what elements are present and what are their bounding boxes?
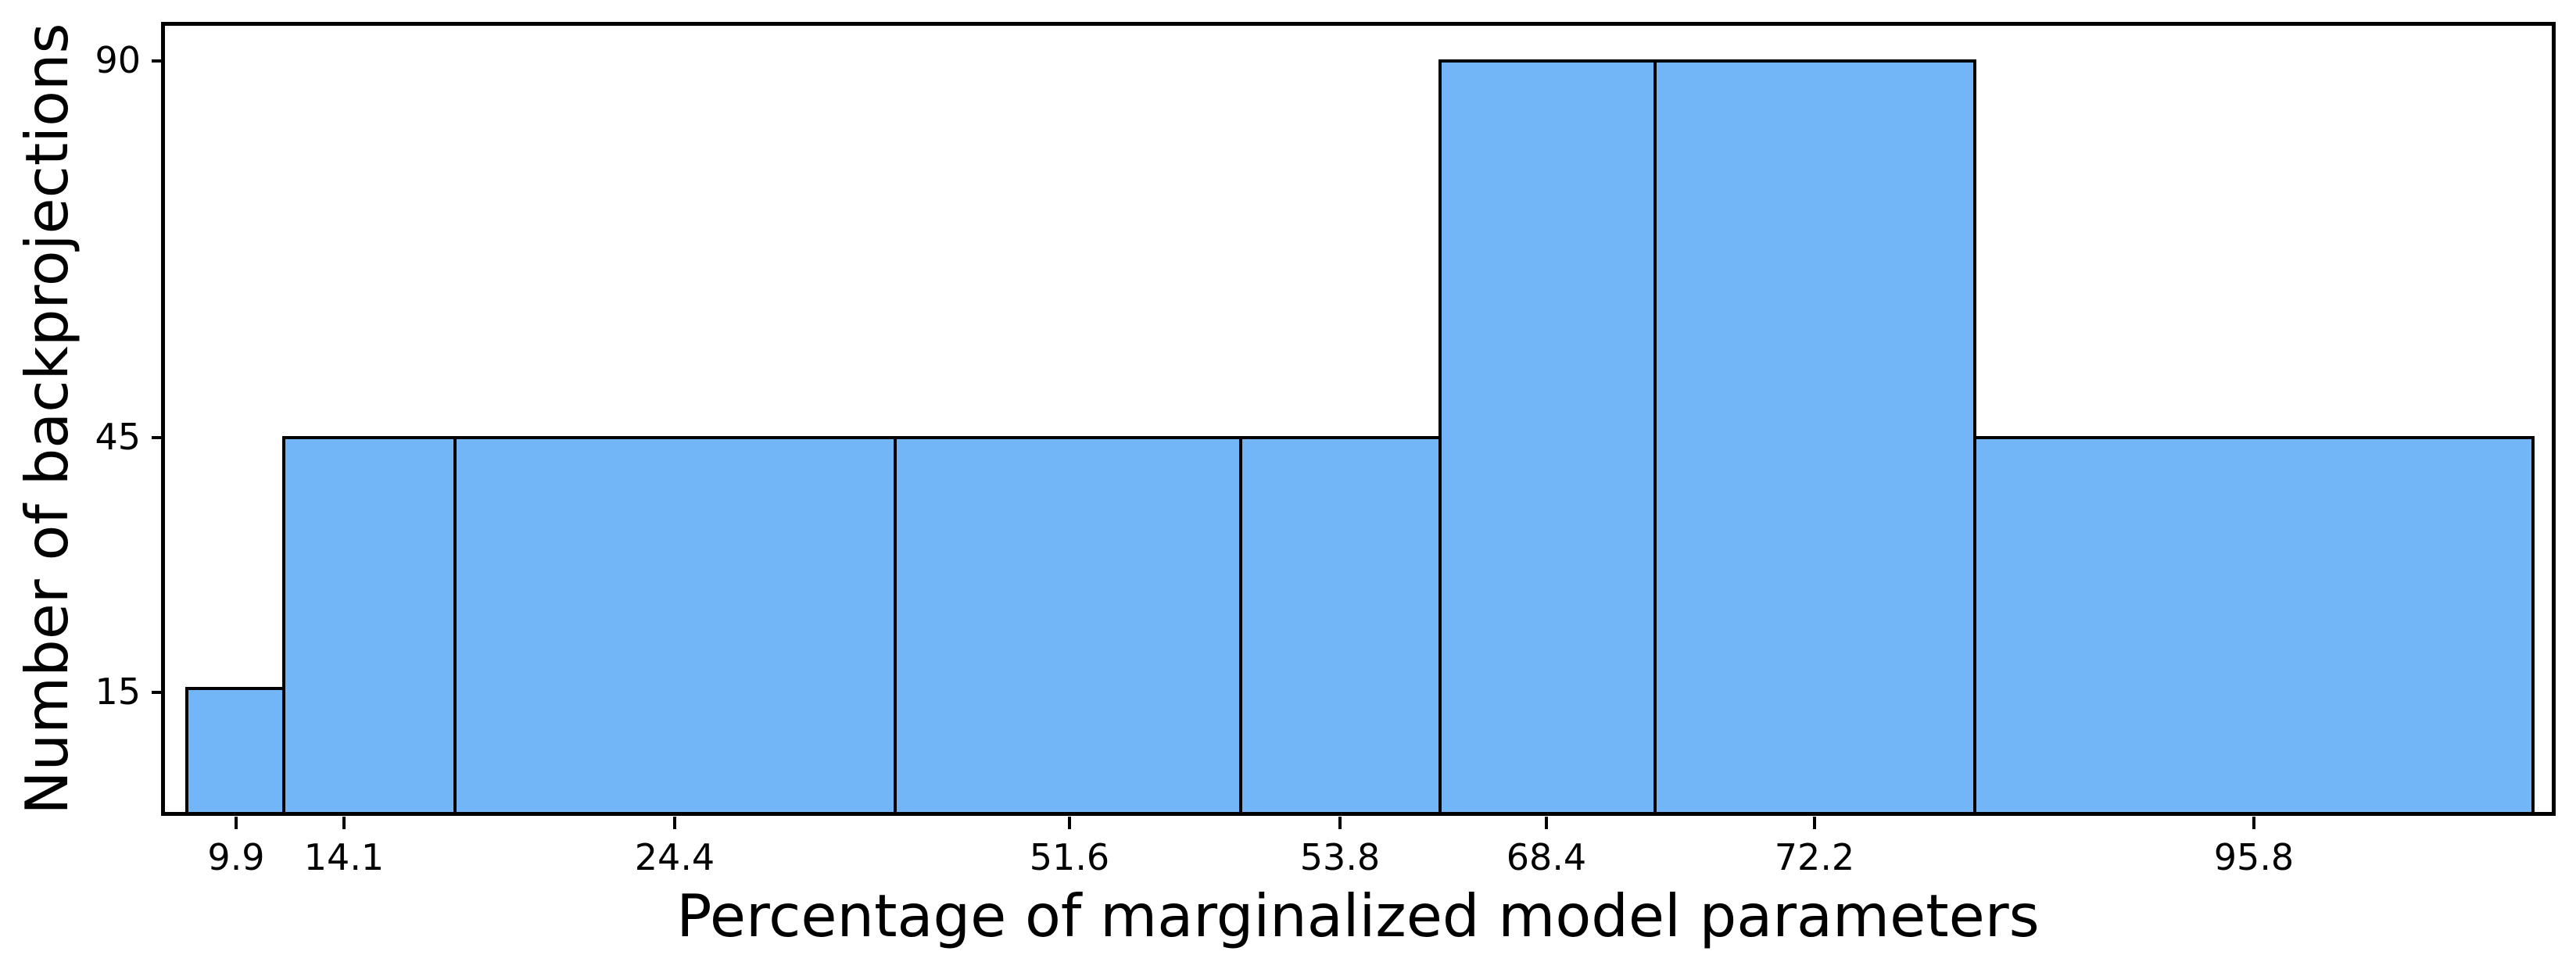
- x-tick-label: 24.4: [634, 836, 715, 878]
- histogram-bar: [1653, 59, 1976, 816]
- x-axis-title: Percentage of marginalized model paramet…: [676, 882, 2040, 950]
- histogram-bar: [1239, 436, 1442, 816]
- histogram-bar: [282, 436, 457, 816]
- x-tick-mark: [1068, 817, 1071, 829]
- x-tick-label: 9.9: [207, 836, 265, 878]
- x-tick-mark: [1545, 817, 1548, 829]
- histogram-bar: [1438, 59, 1657, 816]
- y-tick-label: 90: [95, 39, 141, 81]
- y-tick-label: 45: [95, 416, 141, 458]
- x-tick-label: 72.2: [1774, 836, 1855, 878]
- x-tick-mark: [673, 817, 676, 829]
- histogram-bar: [1973, 436, 2535, 816]
- x-tick-label: 68.4: [1506, 836, 1587, 878]
- histogram-bar: [453, 436, 897, 816]
- x-tick-mark: [342, 817, 346, 829]
- y-tick-mark: [152, 691, 163, 694]
- x-tick-label: 53.8: [1299, 836, 1381, 878]
- histogram-bar: [894, 436, 1242, 816]
- x-tick-label: 95.8: [2213, 836, 2295, 878]
- x-tick-mark: [235, 817, 238, 829]
- x-tick-label: 14.1: [303, 836, 385, 878]
- histogram-bar: [185, 687, 285, 816]
- y-axis-title: Number of backprojections: [13, 23, 81, 815]
- x-tick-mark: [1338, 817, 1342, 829]
- x-tick-label: 51.6: [1029, 836, 1110, 878]
- x-tick-mark: [2252, 817, 2255, 829]
- y-tick-label: 15: [95, 671, 141, 713]
- y-tick-mark: [152, 59, 163, 63]
- y-tick-mark: [152, 436, 163, 439]
- x-tick-mark: [1813, 817, 1816, 829]
